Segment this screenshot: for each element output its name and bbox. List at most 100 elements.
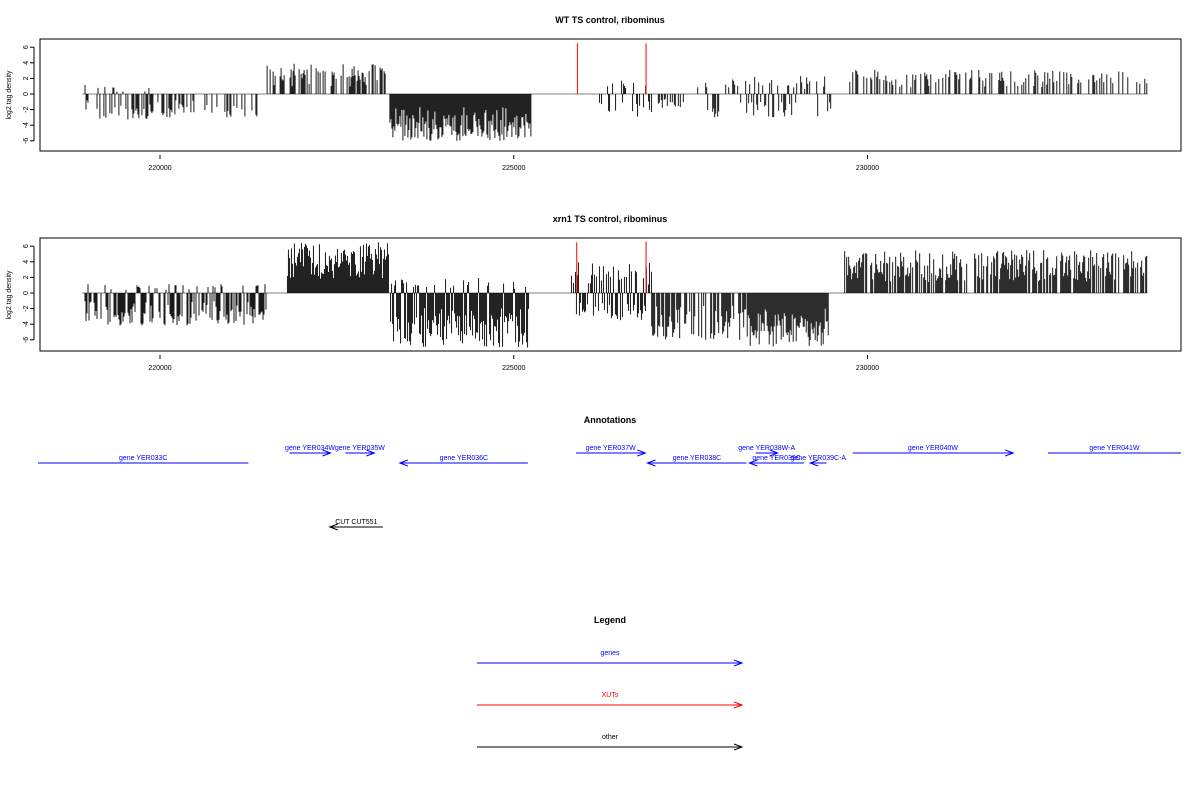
panel-xrn1-frame — [39, 237, 1182, 352]
feature-label: gene YER039C — [752, 455, 801, 462]
y-tick-label: -2 — [23, 305, 30, 311]
signal-segment — [697, 76, 832, 118]
feature-label: gene YER038W-A — [738, 445, 795, 452]
feature-label: gene YER039C-A — [791, 455, 847, 462]
signal-segment — [286, 242, 389, 293]
feature-label: gene YER033C — [119, 455, 168, 462]
signal-segment — [599, 80, 653, 117]
annotation-genes: gene YER033C gene YER034W gene YER035W gene… — [38, 445, 1181, 467]
legend-item: XUTs — [477, 692, 744, 709]
panel-wt-signal — [82, 63, 1148, 141]
arrow-head — [747, 459, 758, 467]
panel-wt-xut-peaks — [576, 43, 647, 94]
signal-segment — [570, 262, 652, 321]
panel-xrn1-ylabel: log2 tag density — [6, 270, 13, 320]
annotation-feature: gene YER035W — [335, 445, 385, 457]
y-tick-label: 4 — [23, 61, 30, 65]
arrow-head — [1005, 449, 1015, 457]
annotation-feature: gene YER041W — [1047, 445, 1181, 454]
y-tick-label: 2 — [23, 76, 30, 80]
panel-xrn1-x-axis: 220000 225000 230000 — [148, 355, 879, 372]
y-tick-label: -6 — [23, 337, 30, 343]
arrow-head — [398, 459, 409, 467]
signal-segment — [266, 63, 386, 94]
y-tick-label: 6 — [23, 244, 30, 248]
legend-item: other — [477, 734, 744, 751]
legend-items: genes XUTs other — [477, 650, 744, 751]
panel-wt-y-axis: 6 4 2 0 -2 -4 -6 — [23, 45, 35, 144]
legend-arrow — [733, 701, 744, 709]
signal-segment — [746, 293, 829, 347]
x-tick-label: 230000 — [856, 365, 879, 372]
arrow-head — [328, 523, 338, 531]
y-tick-label: 0 — [23, 92, 30, 96]
legend: Legend genes XUTs other — [477, 615, 744, 751]
signal-segment — [99, 86, 154, 120]
arrow-head — [808, 459, 819, 467]
annotation-feature: gene YER036C — [398, 455, 528, 467]
panel-wt-frame — [39, 38, 1182, 152]
legend-title: Legend — [594, 615, 626, 625]
annotations-title: Annotations — [584, 415, 637, 425]
x-tick-label: 220000 — [148, 165, 171, 172]
signal-segment — [844, 250, 1148, 293]
arrow-head — [646, 459, 656, 467]
annotation-feature: gene YER039C-A — [791, 455, 847, 467]
signal-segment — [157, 94, 258, 118]
arrow-head — [322, 449, 332, 457]
signal-segment — [849, 69, 1148, 94]
annotation-feature: gene YER039C — [747, 455, 804, 467]
feature-label: gene YER034W — [285, 445, 335, 452]
y-tick-label: 6 — [23, 45, 30, 49]
y-tick-label: 0 — [23, 291, 30, 295]
annotation-feature: gene YER033C — [38, 455, 249, 464]
annotation-feature: gene YER038C — [646, 455, 747, 467]
panel-xrn1-y-axis: 6 4 2 0 -2 -4 -6 — [23, 244, 35, 343]
arrow-head — [769, 449, 780, 457]
legend-arrow — [733, 659, 744, 667]
y-tick-label: -4 — [23, 321, 30, 327]
signal-segment — [84, 85, 99, 110]
annotation-other: CUT CUT551 — [328, 519, 383, 531]
feature-label: gene YER036C — [440, 455, 489, 462]
x-tick-label: 220000 — [148, 365, 171, 372]
legend-label: XUTs — [602, 692, 619, 699]
annotation-feature: gene YER037W — [576, 445, 647, 457]
y-tick-label: -4 — [23, 122, 30, 128]
panel-wt-ylabel: log2 tag density — [6, 70, 13, 120]
panel-xrn1-signal — [82, 242, 1148, 348]
panel-wt: WT TS control, ribominus log2 tag densit… — [6, 15, 1182, 172]
legend-label: other — [602, 734, 619, 741]
panel-xrn1-title: xrn1 TS control, ribominus — [553, 214, 668, 224]
panel-xrn1-xut-peaks — [576, 241, 647, 293]
feature-label: gene YER038C — [673, 455, 722, 462]
y-tick-label: 2 — [23, 275, 30, 279]
panel-wt-title: WT TS control, ribominus — [555, 15, 665, 25]
feature-label: gene YER035W — [335, 445, 385, 452]
signal-segment — [84, 284, 267, 326]
signal-segment — [651, 293, 747, 340]
annotation-feature: gene YER038W-A — [738, 445, 795, 457]
legend-label: genes — [600, 650, 620, 657]
y-tick-label: -2 — [23, 106, 30, 112]
panel-xrn1: xrn1 TS control, ribominus log2 tag dens… — [6, 214, 1182, 372]
annotation-feature: gene YER040W — [852, 445, 1015, 457]
panel-wt-x-axis: 220000 225000 230000 — [148, 155, 879, 172]
signal-segment — [389, 94, 532, 141]
legend-arrow — [733, 743, 744, 751]
x-tick-label: 225000 — [502, 165, 525, 172]
arrow-head — [637, 449, 647, 457]
legend-item: genes — [477, 650, 744, 667]
arrow-head — [366, 449, 376, 457]
annotation-feature: gene YER034W — [285, 445, 335, 457]
feature-label: gene YER041W — [1089, 445, 1139, 452]
x-tick-label: 225000 — [502, 365, 525, 372]
signal-segment — [390, 278, 530, 348]
signal-segment — [657, 94, 684, 108]
feature-label: CUT CUT551 — [335, 519, 377, 526]
y-tick-label: -6 — [23, 138, 30, 144]
x-tick-label: 230000 — [856, 165, 879, 172]
annotation-feature: CUT CUT551 — [328, 519, 383, 531]
